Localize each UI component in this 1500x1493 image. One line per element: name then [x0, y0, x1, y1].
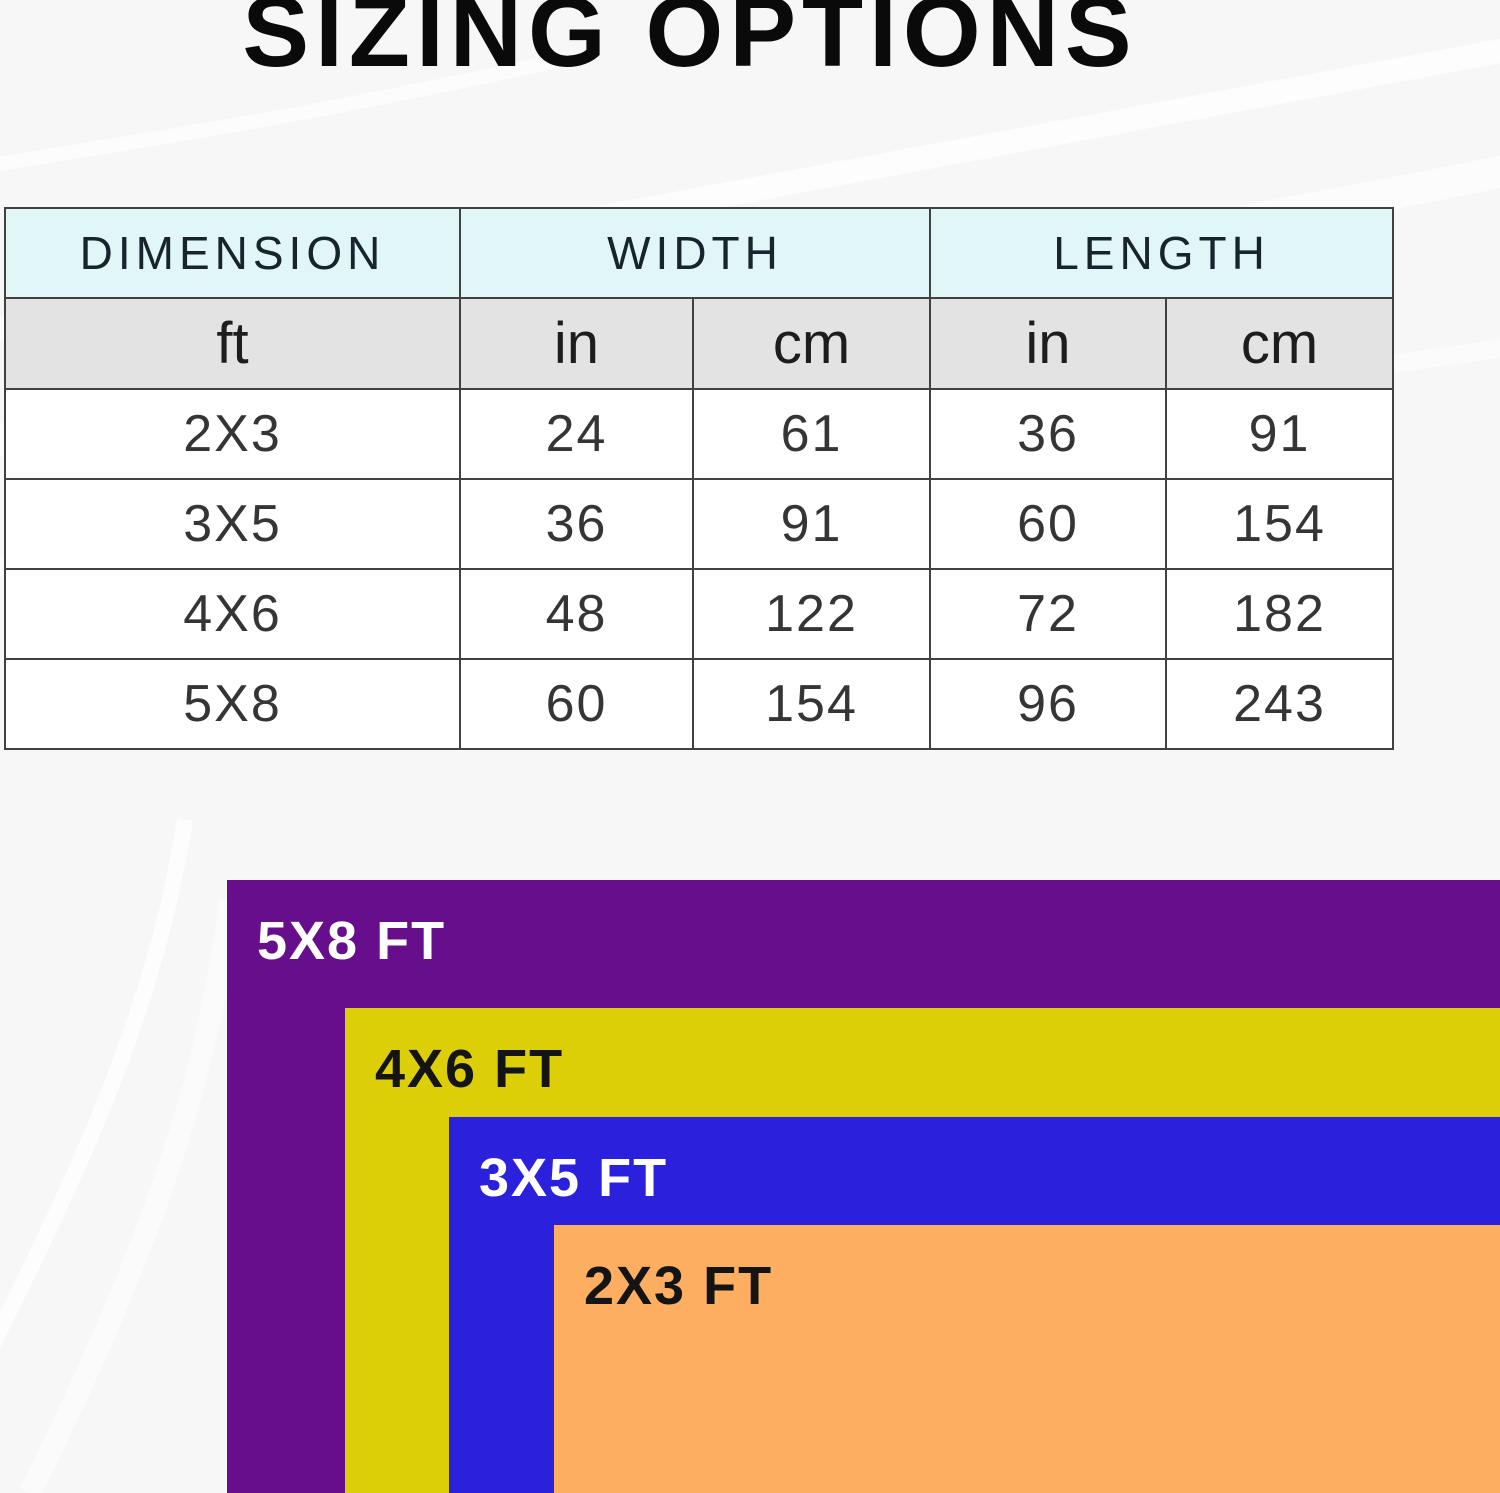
- width-cm-cell: 122: [692, 568, 931, 660]
- width-in-cell: 24: [459, 388, 694, 480]
- width-cm-cell: 154: [692, 658, 931, 750]
- length-in-cell: 72: [929, 568, 1167, 660]
- dimension-cell: 2X3: [4, 388, 461, 480]
- page-title: SIZING OPTIONS: [242, 0, 1138, 88]
- col-header-dimension: DIMENSION: [4, 207, 461, 299]
- length-in-cell: 60: [929, 478, 1167, 570]
- col-header-width: WIDTH: [459, 207, 931, 299]
- size-rect-4x6ft-label: 4X6 FT: [375, 1039, 565, 1099]
- length-in-cell: 96: [929, 658, 1167, 750]
- size-rect-3x5ft-label: 3X5 FT: [479, 1148, 669, 1208]
- length-cm-cell: 91: [1165, 388, 1394, 480]
- table-row-5x8: 5X8 60 154 96 243: [4, 658, 1394, 750]
- table-group-header-row: DIMENSION WIDTH LENGTH: [4, 207, 1394, 299]
- table-unit-header-row: ft in cm in cm: [4, 297, 1394, 390]
- col-header-length: LENGTH: [929, 207, 1394, 299]
- size-rect-2x3ft: 2X3 FT: [554, 1225, 1500, 1493]
- width-in-cell: 48: [459, 568, 694, 660]
- length-in-cell: 36: [929, 388, 1167, 480]
- length-cm-cell: 182: [1165, 568, 1394, 660]
- table-row-4x6: 4X6 48 122 72 182: [4, 568, 1394, 660]
- width-in-cell: 36: [459, 478, 694, 570]
- sizing-table: DIMENSION WIDTH LENGTH ft in cm in cm 2X…: [4, 207, 1394, 750]
- table-row-3x5: 3X5 36 91 60 154: [4, 478, 1394, 570]
- size-rect-2x3ft-label: 2X3 FT: [584, 1256, 774, 1316]
- unit-header-length-in: in: [929, 297, 1167, 390]
- unit-header-ft: ft: [4, 297, 461, 390]
- width-cm-cell: 61: [692, 388, 931, 480]
- dimension-cell: 5X8: [4, 658, 461, 750]
- size-rect-5x8ft-label: 5X8 FT: [257, 911, 447, 971]
- dimension-cell: 4X6: [4, 568, 461, 660]
- dimension-cell: 3X5: [4, 478, 461, 570]
- length-cm-cell: 243: [1165, 658, 1394, 750]
- unit-header-length-cm: cm: [1165, 297, 1394, 390]
- unit-header-width-cm: cm: [692, 297, 931, 390]
- width-in-cell: 60: [459, 658, 694, 750]
- table-row-2x3: 2X3 24 61 36 91: [4, 388, 1394, 480]
- width-cm-cell: 91: [692, 478, 931, 570]
- unit-header-width-in: in: [459, 297, 694, 390]
- length-cm-cell: 154: [1165, 478, 1394, 570]
